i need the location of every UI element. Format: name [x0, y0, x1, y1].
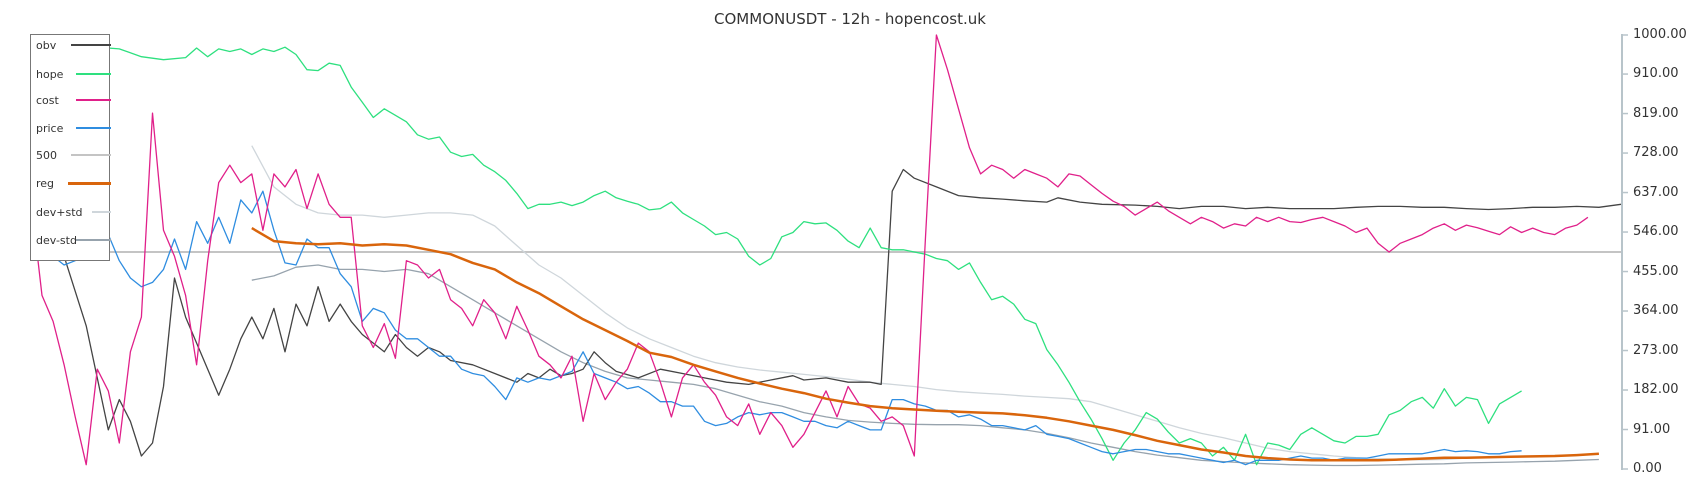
series-layer: [30, 34, 1622, 467]
series-obv: [30, 168, 1622, 457]
chart-title: COMMONUSDT - 12h - hopencost.uk: [714, 10, 986, 28]
legend-swatch-icon: [76, 73, 111, 75]
y-tick-label: 728.00: [1633, 145, 1679, 161]
y-tick-label: 273.00: [1633, 342, 1679, 358]
legend-label: hope: [36, 67, 64, 81]
y-tick-label: 364.00: [1633, 303, 1679, 319]
series-hope: [30, 46, 1522, 466]
legend-label: price: [36, 121, 64, 135]
legend-swatch-icon: [92, 211, 111, 213]
y-tick-label: 182.00: [1633, 382, 1679, 397]
series-reg: [251, 227, 1599, 462]
legend-label: reg: [36, 176, 55, 190]
y-tick-label: 0.00: [1633, 461, 1662, 476]
series-price: [30, 190, 1522, 466]
legend-item-hope[interactable]: hope: [36, 67, 111, 81]
y-tick-label: 1000.00: [1633, 27, 1687, 42]
legend-item-cost[interactable]: cost: [36, 93, 111, 107]
legend-item-dev-plus-std[interactable]: dev+std: [36, 205, 111, 219]
legend-swatch-icon: [71, 44, 111, 46]
legend-swatch-icon: [68, 182, 111, 185]
legend-item-dev-minus-std[interactable]: dev-std: [36, 233, 111, 247]
y-axis-ticks: [1622, 34, 1628, 470]
legend: obv hope cost price 500 reg dev+std dev-…: [30, 34, 111, 261]
series-dev-minus-std: [251, 264, 1599, 467]
series-dev-plus-std: [251, 145, 1599, 461]
legend-swatch-icon: [76, 99, 111, 101]
legend-swatch-icon: [76, 127, 111, 129]
series-cost: [30, 34, 1589, 466]
legend-label: 500: [36, 148, 57, 162]
y-tick-label: 455.00: [1633, 263, 1679, 279]
legend-label: dev-std: [36, 233, 77, 247]
legend-swatch-icon: [76, 239, 111, 241]
legend-item-500[interactable]: 500: [36, 148, 111, 162]
y-tick-label: 637.00: [1633, 184, 1679, 200]
y-tick-label: 546.00: [1633, 224, 1679, 240]
y-tick-label: 91.00: [1633, 421, 1671, 437]
legend-item-obv[interactable]: obv: [36, 38, 111, 52]
legend-item-price[interactable]: price: [36, 121, 111, 135]
legend-label: obv: [36, 38, 57, 52]
legend-item-reg[interactable]: reg: [36, 176, 111, 190]
y-tick-label: 910.00: [1633, 66, 1679, 82]
y-tick-label: 819.00: [1633, 105, 1679, 121]
legend-swatch-icon: [71, 154, 111, 156]
legend-label: cost: [36, 93, 59, 107]
legend-label: dev+std: [36, 205, 83, 219]
